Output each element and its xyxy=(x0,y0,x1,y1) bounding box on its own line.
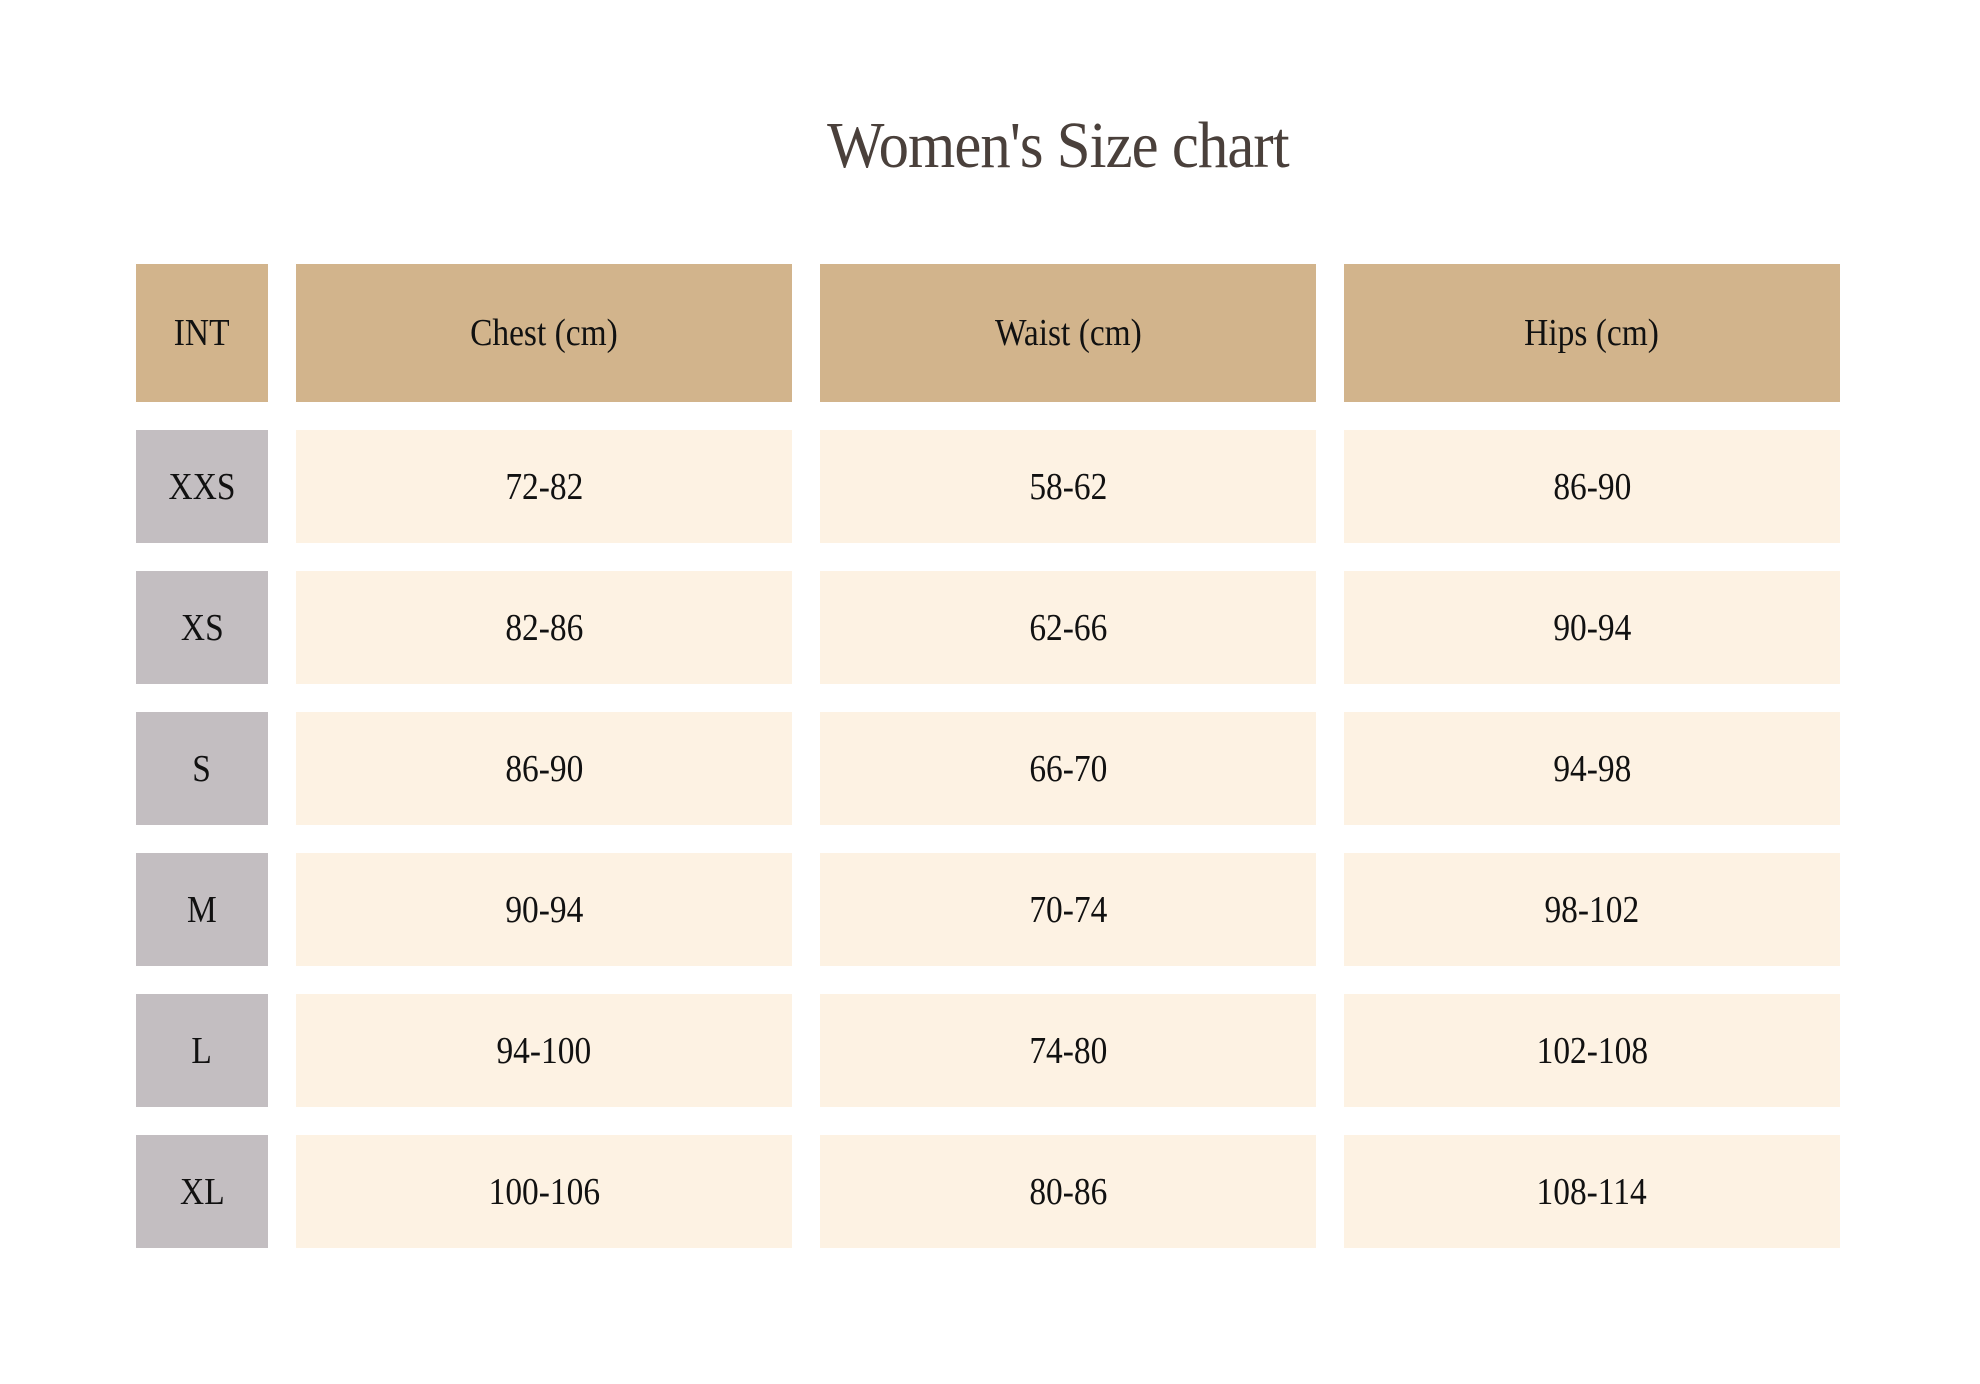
measurement-cell-chest: 86-90 xyxy=(296,712,792,825)
measurement-cell-hips: 108-114 xyxy=(1344,1135,1840,1248)
size-label-cell: XL xyxy=(136,1135,268,1248)
measurement-cell-chest-text: 100-106 xyxy=(488,1170,600,1213)
header-chest: Chest (cm) xyxy=(296,264,792,402)
measurement-cell-chest: 72-82 xyxy=(296,430,792,543)
measurement-cell-hips: 98-102 xyxy=(1344,853,1840,966)
measurement-cell-chest-text: 94-100 xyxy=(496,1029,592,1072)
size-label-cell-text: L xyxy=(191,1029,213,1072)
measurement-cell-waist: 58-62 xyxy=(820,430,1316,543)
measurement-cell-hips-text: 98-102 xyxy=(1544,888,1640,931)
measurement-cell-hips: 86-90 xyxy=(1344,430,1840,543)
measurement-cell-hips-text: 90-94 xyxy=(1552,606,1632,649)
measurement-cell-hips-text: 108-114 xyxy=(1536,1170,1648,1213)
page-title: Women's Size chart xyxy=(0,108,1980,184)
measurement-cell-waist: 80-86 xyxy=(820,1135,1316,1248)
measurement-cell-waist: 66-70 xyxy=(820,712,1316,825)
size-label-cell-text: XL xyxy=(179,1170,225,1213)
size-label-cell-text: XXS xyxy=(168,465,236,508)
header-waist-text: Waist (cm) xyxy=(994,312,1142,354)
measurement-cell-chest-text: 90-94 xyxy=(504,888,584,931)
size-label-cell-text: S xyxy=(192,747,212,790)
measurement-cell-waist: 62-66 xyxy=(820,571,1316,684)
header-chest-text: Chest (cm) xyxy=(470,312,618,354)
size-label-cell: S xyxy=(136,712,268,825)
measurement-cell-chest: 100-106 xyxy=(296,1135,792,1248)
measurement-cell-chest-text: 82-86 xyxy=(504,606,584,649)
measurement-cell-waist: 70-74 xyxy=(820,853,1316,966)
measurement-cell-waist-text: 70-74 xyxy=(1028,888,1108,931)
header-int-text: INT xyxy=(174,312,230,354)
header-hips: Hips (cm) xyxy=(1344,264,1840,402)
measurement-cell-waist-text: 74-80 xyxy=(1028,1029,1108,1072)
measurement-cell-hips: 90-94 xyxy=(1344,571,1840,684)
measurement-cell-hips-text: 94-98 xyxy=(1552,747,1632,790)
header-waist: Waist (cm) xyxy=(820,264,1316,402)
measurement-cell-hips-text: 102-108 xyxy=(1536,1029,1648,1072)
measurement-cell-chest: 90-94 xyxy=(296,853,792,966)
measurement-cell-hips: 94-98 xyxy=(1344,712,1840,825)
measurement-cell-waist-text: 62-66 xyxy=(1028,606,1108,649)
measurement-cell-hips: 102-108 xyxy=(1344,994,1840,1107)
header-int: INT xyxy=(136,264,268,402)
size-label-cell: XS xyxy=(136,571,268,684)
size-label-cell: M xyxy=(136,853,268,966)
size-label-cell: L xyxy=(136,994,268,1107)
measurement-cell-waist-text: 80-86 xyxy=(1028,1170,1108,1213)
title-text: Women's Size chart xyxy=(826,109,1290,182)
measurement-cell-chest-text: 72-82 xyxy=(504,465,584,508)
measurement-cell-hips-text: 86-90 xyxy=(1552,465,1632,508)
measurement-cell-waist-text: 66-70 xyxy=(1028,747,1108,790)
measurement-cell-waist-text: 58-62 xyxy=(1028,465,1108,508)
size-label-cell-text: M xyxy=(187,888,217,931)
measurement-cell-chest: 94-100 xyxy=(296,994,792,1107)
size-label-cell-text: XS xyxy=(180,606,224,649)
measurement-cell-chest-text: 86-90 xyxy=(504,747,584,790)
measurement-cell-chest: 82-86 xyxy=(296,571,792,684)
size-label-cell: XXS xyxy=(136,430,268,543)
measurement-cell-waist: 74-80 xyxy=(820,994,1316,1107)
header-hips-text: Hips (cm) xyxy=(1524,312,1660,354)
